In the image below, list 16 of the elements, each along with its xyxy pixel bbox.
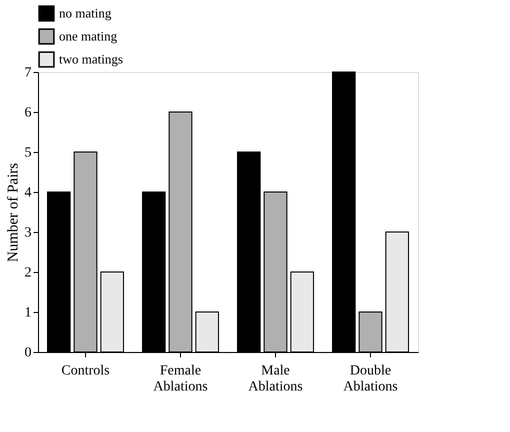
y-tick-label: 0: [24, 346, 32, 360]
x-tick-label: Controls: [61, 364, 110, 378]
legend-label: one mating: [59, 28, 118, 44]
legend-label: no mating: [59, 6, 112, 20]
y-axis-title: Number of Pairs: [6, 162, 22, 262]
y-tick-label: 3: [24, 226, 32, 240]
y-tick-label: 4: [24, 186, 32, 200]
y-tick-label: 2: [24, 266, 32, 280]
y-tick-label: 7: [24, 66, 32, 80]
x-tick-label: Male Ablations: [248, 364, 303, 394]
legend-label: two matings: [59, 52, 123, 66]
x-tick-label: Double Ablations: [343, 364, 398, 394]
y-tick-label: 1: [24, 306, 32, 320]
y-tick-label: 6: [24, 106, 32, 120]
y-tick-label: 5: [24, 146, 32, 160]
x-tick-label: Female Ablations: [153, 364, 208, 394]
